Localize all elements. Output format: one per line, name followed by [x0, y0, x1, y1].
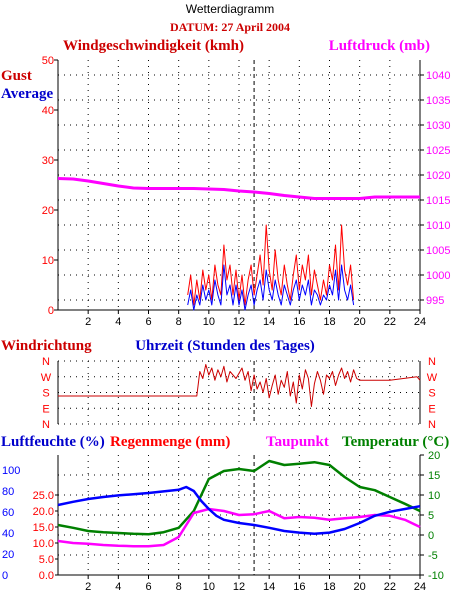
- p1-x-tick-label: 14: [263, 316, 275, 328]
- p2-y-tick-label: N: [42, 356, 50, 368]
- p3-rain-tick-label: 20.0: [33, 506, 54, 518]
- p3-humidity-tick-label: 60: [2, 507, 14, 519]
- p1-x-tick-label: 6: [145, 316, 151, 328]
- gust-legend: Gust: [1, 68, 32, 84]
- p3-temperature-tick-label: 5: [428, 510, 434, 522]
- page-title: Wetterdiagramm: [186, 2, 274, 16]
- humidity-series-line: [57, 485, 421, 536]
- p2-y2-tick-label: E: [428, 403, 435, 415]
- dewpoint-title: Taupunkt: [266, 434, 329, 450]
- p3-humidity-tick-label: 0: [2, 570, 8, 582]
- wind-direction-series-line: [58, 364, 421, 407]
- p3-rain-tick-label: 15.0: [33, 522, 54, 534]
- p1-y2-tick-label: 1040: [426, 70, 450, 82]
- p3-temperature-tick-label: 0: [428, 530, 434, 542]
- p1-y-tick-label: 50: [42, 55, 54, 67]
- average-series-line: [187, 264, 355, 311]
- p1-y2-tick-label: 1000: [426, 270, 450, 282]
- gust-series-line: [187, 224, 355, 306]
- p3-x-tick-label: 8: [176, 581, 182, 593]
- p1-y2-tick-label: 1030: [426, 120, 450, 132]
- p3-humidity-tick-label: 40: [2, 528, 14, 540]
- rain-title: Regenmenge (mm): [110, 434, 230, 450]
- p1-y-tick-label: 40: [42, 105, 54, 117]
- p3-x-tick-label: 2: [85, 581, 91, 593]
- p3-temperature-tick-label: 10: [428, 490, 440, 502]
- p3-x-tick-label: 24: [414, 581, 426, 593]
- p1-y2-tick-label: 1025: [426, 145, 450, 157]
- p1-y2-tick-label: 1020: [426, 170, 450, 182]
- p1-y2-tick-label: 1035: [426, 95, 450, 107]
- p3-x-tick-label: 16: [293, 581, 305, 593]
- p3-x-tick-label: 18: [323, 581, 335, 593]
- temperature-series-line: [57, 459, 421, 536]
- p2-y-tick-label: W: [41, 372, 52, 384]
- p1-x-tick-label: 8: [176, 316, 182, 328]
- p3-rain-tick-label: 0.0: [39, 570, 54, 582]
- wind-direction-title: Windrichtung: [1, 338, 92, 354]
- p3-humidity-tick-label: 20: [2, 549, 14, 561]
- p3-x-tick-label: 6: [145, 581, 151, 593]
- p1-y-tick-label: 0: [48, 305, 54, 317]
- p3-humidity-tick-label: 100: [2, 465, 20, 477]
- p3-temperature-tick-label: 20: [428, 450, 440, 462]
- p3-rain-tick-label: 5.0: [39, 554, 54, 566]
- p3-humidity-tick-label: 80: [2, 486, 14, 498]
- p3-x-tick-label: 20: [354, 581, 366, 593]
- p1-x-tick-label: 4: [115, 316, 121, 328]
- average-legend: Average: [1, 86, 54, 102]
- humidity-title: Luftfeuchte (%): [1, 434, 105, 450]
- p1-y2-tick-label: 1005: [426, 245, 450, 257]
- wind-speed-title: Windgeschwindigkeit (kmh): [63, 38, 244, 54]
- p3-rain-tick-label: 10.0: [33, 538, 54, 550]
- p1-x-tick-label: 2: [85, 316, 91, 328]
- p1-x-tick-label: 24: [414, 316, 426, 328]
- wind-pressure-plot: 0102030405099510001005101010151020102510…: [42, 55, 451, 328]
- p2-y-tick-label: S: [42, 388, 49, 400]
- p3-temperature-tick-label: 15: [428, 470, 440, 482]
- dewpoint-series-line: [57, 507, 421, 548]
- p1-x-tick-label: 20: [354, 316, 366, 328]
- p1-y2-tick-label: 1010: [426, 220, 450, 232]
- p3-x-tick-label: 22: [384, 581, 396, 593]
- p1-y-tick-label: 20: [42, 205, 54, 217]
- temperature-title: Temperatur (°C): [342, 434, 449, 450]
- p1-y-tick-label: 10: [42, 255, 54, 267]
- p3-temperature-tick-label: -10: [428, 570, 444, 582]
- p1-y2-tick-label: 995: [426, 295, 444, 307]
- p3-x-tick-label: 12: [233, 581, 245, 593]
- p2-y2-tick-label: N: [428, 419, 436, 431]
- wind-direction-plot: N NE ES SW WN N: [41, 356, 438, 431]
- p2-y-tick-label: N: [42, 419, 50, 431]
- pressure-series-line: [57, 177, 420, 200]
- pressure-title: Luftdruck (mb): [329, 38, 430, 54]
- p1-x-tick-label: 10: [203, 316, 215, 328]
- p2-y2-tick-label: N: [428, 356, 436, 368]
- p2-y2-tick-label: W: [427, 372, 438, 384]
- p3-x-tick-label: 4: [115, 581, 121, 593]
- p3-x-tick-label: 10: [203, 581, 215, 593]
- date-label: DATUM: 27 April 2004: [170, 20, 290, 34]
- p1-y2-tick-label: 1015: [426, 195, 450, 207]
- time-axis-label: Uhrzeit (Stunden des Tages): [135, 338, 315, 354]
- p1-x-tick-label: 18: [323, 316, 335, 328]
- p1-y-tick-label: 30: [42, 155, 54, 167]
- humidity-temperature-plot: 0 20 40 60 80 100 0.0 5.0 10.0 15.0 20.0 25.0 -10 -5 0…: [2, 450, 444, 593]
- p3-x-tick-label: 14: [263, 581, 275, 593]
- p2-y2-tick-label: S: [428, 388, 435, 400]
- p3-rain-tick-label: 25.0: [33, 490, 54, 502]
- p1-x-tick-label: 22: [384, 316, 396, 328]
- p3-temperature-tick-label: -5: [428, 550, 438, 562]
- p2-y-tick-label: E: [42, 403, 49, 415]
- p1-x-tick-label: 16: [293, 316, 305, 328]
- p1-x-tick-label: 12: [233, 316, 245, 328]
